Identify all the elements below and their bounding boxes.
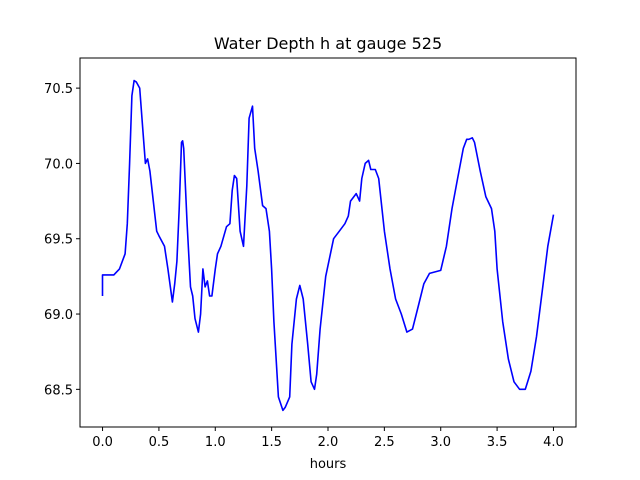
x-tick-label: 0.5 [149, 435, 170, 450]
x-tick-label: 1.0 [205, 435, 226, 450]
y-tick-label: 70.5 [44, 82, 73, 97]
x-tick-label: 1.5 [261, 435, 282, 450]
x-tick-label: 4.0 [543, 435, 564, 450]
x-axis-label: hours [310, 457, 347, 472]
y-tick-label: 68.5 [44, 383, 73, 398]
y-axis: 68.5 69.0 69.5 70.0 70.5 [44, 82, 80, 398]
y-tick-label: 70.0 [44, 157, 73, 172]
y-tick-label: 69.0 [44, 308, 73, 323]
y-tick-label: 69.5 [44, 233, 73, 248]
x-tick-label: 2.5 [374, 435, 395, 450]
chart-title: Water Depth h at gauge 525 [214, 34, 442, 53]
x-axis: 0.0 0.5 1.0 1.5 2.0 2.5 3.0 3.5 4.0 [92, 427, 564, 450]
series-line [101, 79, 555, 412]
plot-area [101, 79, 555, 412]
x-tick-label: 2.0 [318, 435, 339, 450]
axes-frame [79, 57, 577, 428]
x-tick-label: 3.5 [487, 435, 508, 450]
x-tick-label: 0.0 [92, 435, 113, 450]
x-tick-label: 3.0 [430, 435, 451, 450]
